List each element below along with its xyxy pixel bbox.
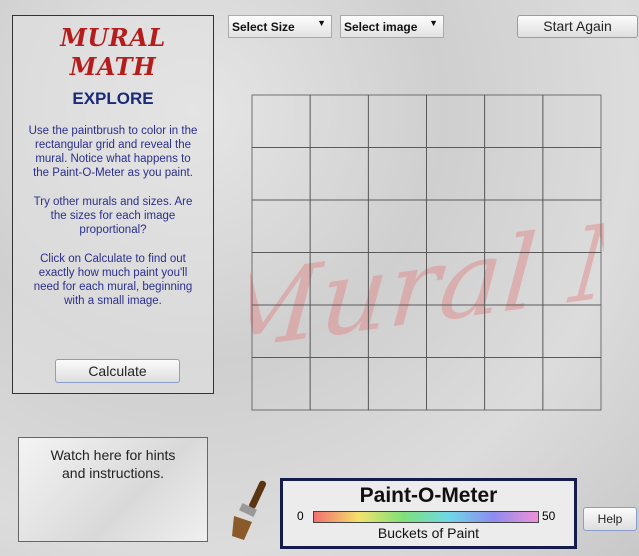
meter-title: Paint-O-Meter [359,484,498,507]
grid-cell[interactable] [251,147,311,201]
instruction-paragraph: Use the paintbrush to color in the rectan… [13,124,213,180]
grid-cell[interactable] [484,357,544,411]
grid-cell[interactable] [309,357,369,411]
mode-title: EXPLORE [72,89,154,108]
paint-grid[interactable]: Mural Math [250,93,604,413]
grid-cell[interactable] [426,147,486,201]
dropdown-arrow: ▼ [429,18,438,28]
instruction-line: Click on Calculate to find out [40,253,186,265]
meter-max: 50 [542,509,556,523]
dropdown-label: Select image [344,20,418,34]
grid-cell[interactable] [542,147,602,201]
hint-box: Watch here for hints and instructions. [18,437,208,542]
grid-cell[interactable] [367,357,427,411]
grid-cell[interactable] [367,147,427,201]
grid-cell[interactable] [309,94,369,148]
instruction-paragraph: Try other murals and sizes. Are the sizes… [13,195,213,237]
mural-watermark: Mural Math [250,168,604,376]
instruction-line: Use the paintbrush to color in the [28,125,198,137]
hint-line: and instructions. [62,465,164,481]
grid-cell[interactable] [542,94,602,148]
dropdown-arrow: ▼ [317,18,326,28]
grid-cell[interactable] [542,357,602,411]
instruction-panel: MURAL MATH EXPLORE Use the paintbrush to… [12,15,214,394]
size-dropdown[interactable]: Select Size ▼ [228,15,332,38]
instruction-line: proportional? [79,224,147,236]
grid-cell[interactable] [484,94,544,148]
instructions: Use the paintbrush to color in the rectan… [13,124,213,308]
app-title: MURAL MATH [60,23,166,81]
start-again-button[interactable]: Start Again [517,15,638,38]
instruction-line: mural. Notice what happens to [35,153,191,165]
hint-text: Watch here for hints and instructions. [19,446,207,482]
instruction-line: the Paint-O-Meter as you paint. [33,167,193,179]
grid-cell[interactable] [426,94,486,148]
instruction-line: the sizes for each image [50,210,176,222]
dropdown-label: Select Size [232,20,295,34]
instruction-line: with a small image. [64,295,162,307]
instruction-paragraph: Click on Calculate to find out exactly ho… [13,252,213,308]
meter-bar [313,511,539,523]
hint-line: Watch here for hints [50,447,176,463]
meter-min: 0 [297,509,304,523]
instruction-line: rectangular grid and reveal the [35,139,191,151]
instruction-line: Try other murals and sizes. Are [33,196,193,208]
help-button[interactable]: Help [583,507,637,531]
image-dropdown[interactable]: Select image ▼ [340,15,444,38]
grid-cell[interactable] [309,147,369,201]
grid-cell[interactable] [426,357,486,411]
instruction-line: need for each mural, beginning [33,281,193,293]
calculate-button[interactable]: Calculate [55,359,180,383]
paint-o-meter: Paint-O-Meter 0 50 Buckets of Paint [280,478,577,549]
instruction-line: exactly how much paint you'll [38,267,188,279]
grid-cell[interactable] [484,147,544,201]
grid-cell[interactable] [251,94,311,148]
paintbrush-icon[interactable] [228,478,278,543]
meter-caption: Buckets of Paint [377,525,480,541]
grid-cell[interactable] [367,94,427,148]
